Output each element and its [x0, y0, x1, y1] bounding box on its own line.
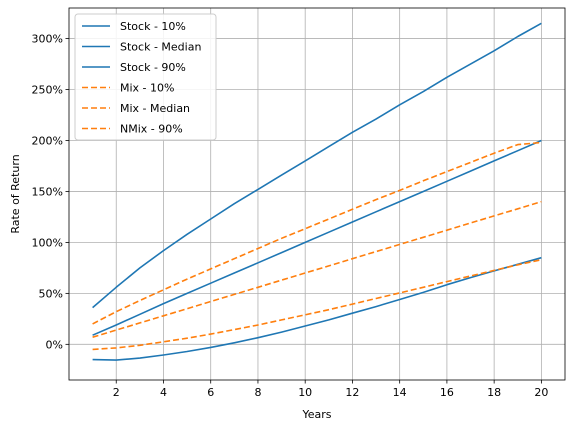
legend: Stock - 10% Stock - Median Stock - 90% Mix … — [74, 13, 217, 141]
y-axis-label: Rate of Return — [9, 154, 22, 233]
x-tick-label: 2 — [113, 386, 120, 399]
y-tick-label: 200% — [32, 134, 63, 147]
y-tick-label: 0% — [46, 338, 63, 351]
x-tick-label: 4 — [160, 386, 167, 399]
x-tick-label: 6 — [207, 386, 214, 399]
series-line-5 — [92, 141, 542, 325]
x-tick-label: 16 — [440, 386, 454, 399]
legend-label: Stock - 10% — [120, 20, 186, 33]
series-line-4 — [92, 200, 542, 338]
x-tick-label: 18 — [487, 386, 501, 399]
legend-label: Mix - 10% — [120, 82, 174, 95]
x-tick-label: 12 — [345, 386, 359, 399]
legend-box — [74, 13, 217, 141]
axis-ticks: 2 4 6 8 10 12 14 16 18 200%50%100%150%200%250%300… — [32, 33, 549, 399]
y-tick-label: 250% — [32, 84, 63, 97]
series-line-2 — [92, 22, 542, 309]
plot-series — [92, 22, 542, 361]
legend-label: Mix - Median — [120, 102, 190, 115]
plot-frame — [68, 7, 566, 381]
series-line-0 — [92, 256, 542, 361]
x-axis-label: Years — [301, 408, 331, 421]
legend-label: Stock - Median — [120, 41, 201, 54]
y-tick-label: 150% — [32, 185, 63, 198]
x-tick-label: 8 — [254, 386, 261, 399]
legend-label: Stock - 90% — [120, 61, 186, 74]
series-line-1 — [92, 139, 542, 336]
x-tick-label: 20 — [534, 386, 548, 399]
legend-label: NMix - 90% — [120, 123, 183, 136]
x-tick-label: 10 — [298, 386, 312, 399]
y-tick-label: 50% — [39, 287, 63, 300]
series-line-3 — [92, 258, 542, 351]
y-tick-label: 300% — [32, 33, 63, 46]
y-tick-label: 100% — [32, 236, 63, 249]
x-tick-label: 14 — [393, 386, 407, 399]
